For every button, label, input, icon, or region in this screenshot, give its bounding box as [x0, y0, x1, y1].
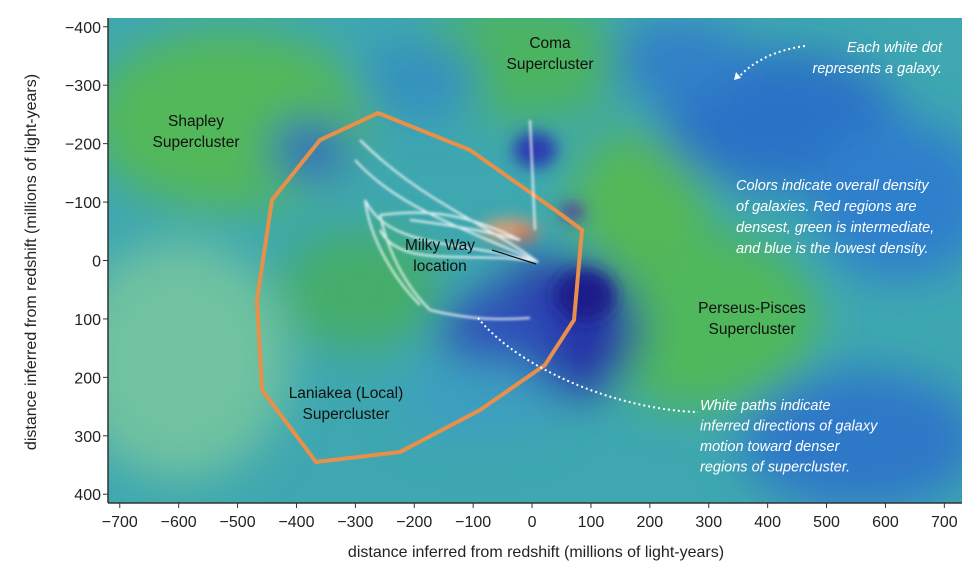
region-label: Milky Way — [405, 237, 475, 254]
region-label: location — [413, 258, 466, 275]
x-tick-label: 300 — [695, 514, 722, 531]
x-tick-label: 0 — [528, 514, 537, 531]
annotation: motion toward denser — [700, 439, 841, 455]
x-tick-label: 600 — [872, 514, 899, 531]
x-tick-label: −100 — [455, 514, 491, 531]
x-tick-label: 100 — [578, 514, 605, 531]
region-label: Coma — [529, 35, 571, 52]
y-tick-label: −200 — [65, 137, 101, 154]
laniakea-boundary — [254, 110, 585, 465]
x-tick-label: −600 — [161, 514, 197, 531]
x-axis-label: distance inferred from redshift (million… — [348, 544, 724, 561]
y-tick-label: −400 — [65, 20, 101, 37]
annotation: inferred directions of galaxy — [700, 419, 878, 435]
y-axis-label: distance inferred from redshift (million… — [23, 74, 40, 450]
y-tick-label: 400 — [74, 487, 101, 504]
region-label: Supercluster — [506, 56, 593, 73]
region-label: Supercluster — [152, 134, 239, 151]
annotation: Colors indicate overall density — [736, 178, 929, 194]
y-tick-label: 0 — [92, 254, 101, 271]
x-tick-label: 400 — [754, 514, 781, 531]
density-map — [108, 18, 962, 503]
x-tick-label: −500 — [220, 514, 256, 531]
leader-line — [491, 249, 537, 265]
x-tick-label: 200 — [636, 514, 663, 531]
region-label: Laniakea (Local) — [289, 385, 404, 402]
y-tick-label: 100 — [74, 312, 101, 329]
x-tick-label: −400 — [278, 514, 314, 531]
y-tick-label: 300 — [74, 429, 101, 446]
region-label: Perseus-Pisces — [698, 300, 806, 317]
motion-paths — [354, 119, 539, 321]
arrow-head — [734, 72, 741, 80]
pointer-arrows — [477, 45, 806, 413]
y-tick-label: 200 — [74, 370, 101, 387]
x-tick-label: 700 — [931, 514, 958, 531]
y-tick-label: −300 — [65, 78, 101, 95]
annotation: regions of supercluster. — [700, 460, 850, 476]
region-label: Shapley — [168, 113, 224, 130]
annotation: Each white dot — [847, 40, 943, 56]
x-tick-label: −700 — [102, 514, 138, 531]
annotation: of galaxies. Red regions are — [736, 199, 917, 215]
annotation: densest, green is intermediate, — [736, 220, 934, 236]
region-label: Supercluster — [302, 406, 389, 423]
annotation: and blue is the lowest density. — [736, 241, 928, 257]
x-tick-label: 500 — [813, 514, 840, 531]
annotation: represents a galaxy. — [813, 61, 943, 77]
y-tick-label: −100 — [65, 195, 101, 212]
x-tick-label: −300 — [337, 514, 373, 531]
region-label: Supercluster — [708, 321, 795, 338]
x-tick-label: −200 — [396, 514, 432, 531]
annotation: White paths indicate — [700, 398, 831, 414]
